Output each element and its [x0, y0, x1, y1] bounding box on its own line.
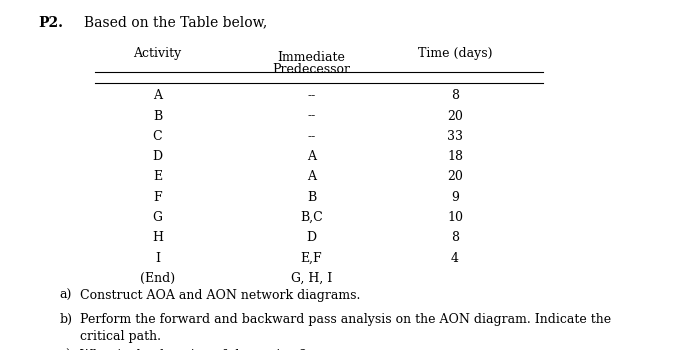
Text: 4: 4 — [451, 252, 459, 265]
Text: Time (days): Time (days) — [418, 47, 492, 60]
Text: E: E — [153, 170, 162, 183]
Text: D: D — [153, 150, 162, 163]
Text: P2.: P2. — [38, 16, 64, 30]
Text: Perform the forward and backward pass analysis on the AON diagram. Indicate the: Perform the forward and backward pass an… — [80, 313, 612, 326]
Text: critical path.: critical path. — [80, 330, 162, 343]
Text: 33: 33 — [447, 130, 463, 143]
Text: B: B — [307, 191, 316, 204]
Text: E,F: E,F — [301, 252, 322, 265]
Text: 9: 9 — [451, 191, 459, 204]
Text: C: C — [153, 130, 162, 143]
Text: A: A — [307, 170, 316, 183]
Text: 8: 8 — [451, 231, 459, 244]
Text: a): a) — [60, 289, 72, 302]
Text: Predecessor: Predecessor — [272, 63, 351, 76]
Text: I: I — [155, 252, 160, 265]
Text: F: F — [153, 191, 162, 204]
Text: 10: 10 — [447, 211, 463, 224]
Text: --: -- — [307, 130, 316, 143]
Text: G, H, I: G, H, I — [291, 272, 332, 285]
Text: What is the duration of the project?: What is the duration of the project? — [80, 349, 307, 350]
Text: Activity: Activity — [134, 47, 181, 60]
Text: B,C: B,C — [300, 211, 323, 224]
Text: A: A — [153, 89, 162, 102]
Text: --: -- — [307, 110, 316, 122]
Text: c): c) — [60, 349, 71, 350]
Text: H: H — [152, 231, 163, 244]
Text: Construct AOA and AON network diagrams.: Construct AOA and AON network diagrams. — [80, 289, 361, 302]
Text: --: -- — [307, 89, 316, 102]
Text: Based on the Table below,: Based on the Table below, — [84, 16, 267, 30]
Text: B: B — [153, 110, 162, 122]
Text: G: G — [153, 211, 162, 224]
Text: (End): (End) — [140, 272, 175, 285]
Text: b): b) — [60, 313, 73, 326]
Text: 20: 20 — [447, 170, 463, 183]
Text: 20: 20 — [447, 110, 463, 122]
Text: Immediate: Immediate — [278, 51, 345, 64]
Text: D: D — [307, 231, 316, 244]
Text: 18: 18 — [447, 150, 463, 163]
Text: A: A — [307, 150, 316, 163]
Text: 8: 8 — [451, 89, 459, 102]
